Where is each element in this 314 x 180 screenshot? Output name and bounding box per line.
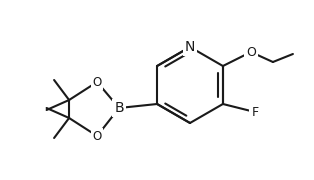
Text: F: F bbox=[251, 105, 258, 118]
Text: O: O bbox=[246, 46, 256, 58]
Text: O: O bbox=[92, 75, 102, 89]
Text: O: O bbox=[92, 129, 102, 143]
Text: B: B bbox=[114, 101, 124, 115]
Text: N: N bbox=[185, 40, 195, 54]
